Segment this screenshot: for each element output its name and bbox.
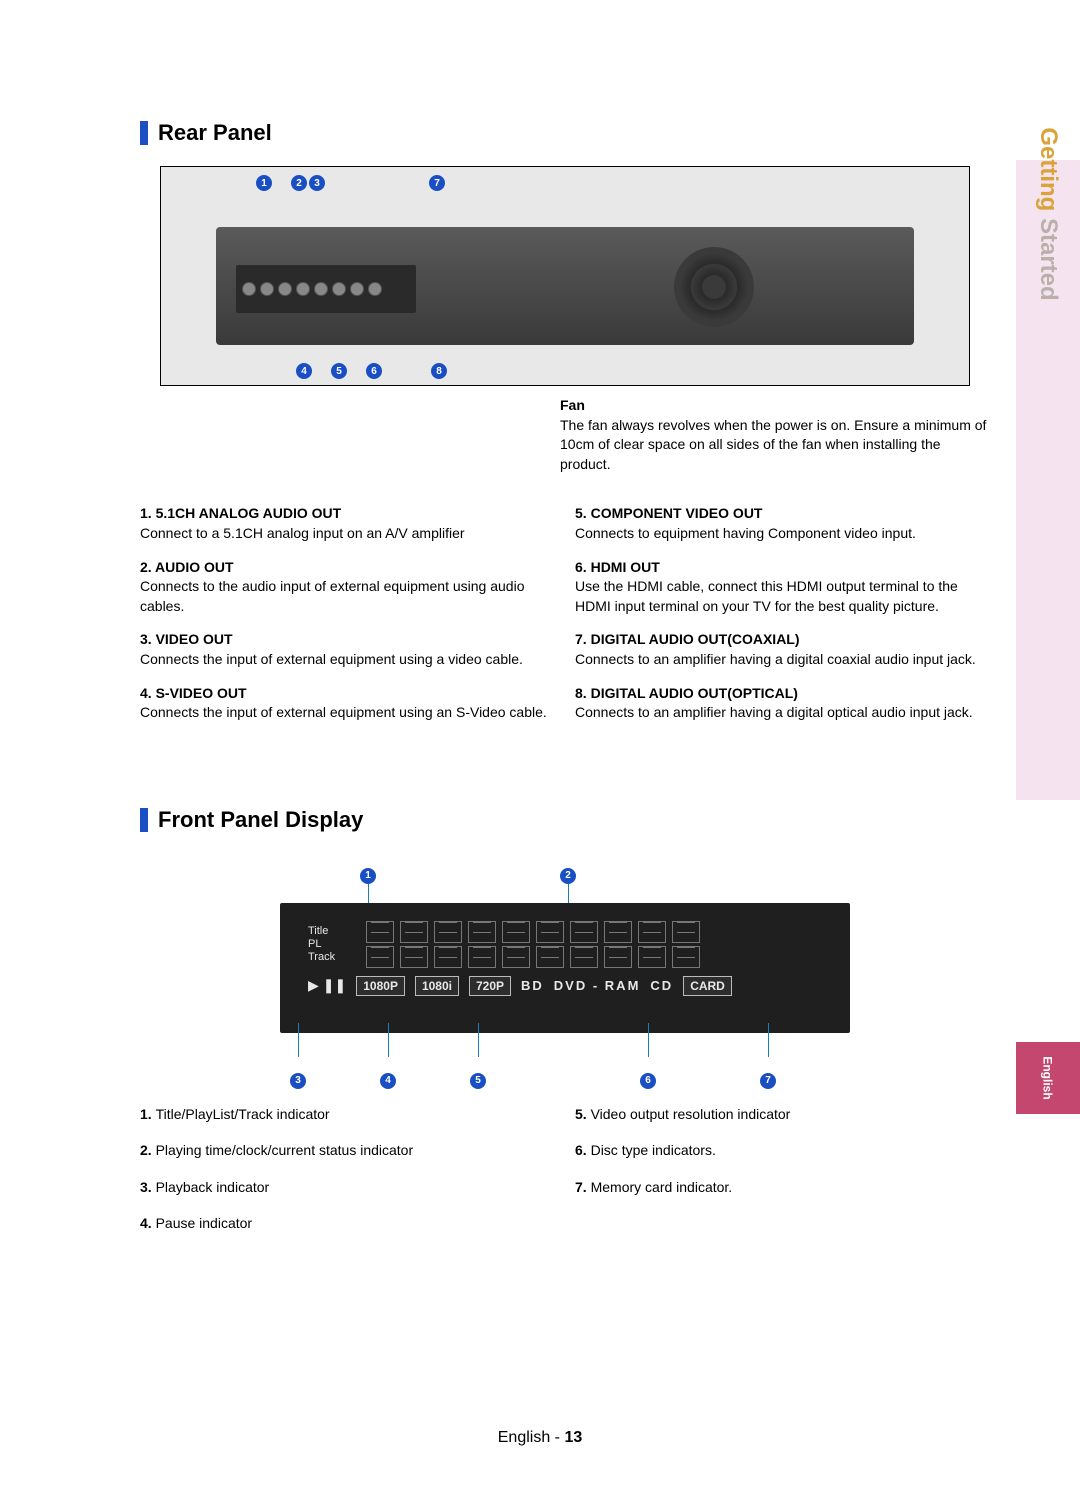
desc-item: 4. Pause indicator <box>140 1212 555 1234</box>
front-display-diagram: 1 2 Title PL Track ▶ ❚❚ 1080P 1080i <box>220 853 910 1083</box>
segment-column <box>638 921 666 968</box>
segment-column <box>468 921 496 968</box>
desc-item: 1. Title/PlayList/Track indicator <box>140 1103 555 1125</box>
fd-callout-3: 3 <box>290 1073 306 1089</box>
segment-column <box>536 921 564 968</box>
disc-dvdram: DVD - RAM <box>554 978 641 993</box>
callout-2: 2 <box>291 175 307 191</box>
desc-item: 4. S-VIDEO OUTConnects the input of exte… <box>140 684 555 723</box>
fd-callout-5: 5 <box>470 1073 486 1089</box>
fan-description: Fan The fan always revolves when the pow… <box>560 396 990 474</box>
fan-icon <box>674 247 754 327</box>
callout-4: 4 <box>296 363 312 379</box>
front-panel-header: Front Panel Display <box>140 807 990 833</box>
desc-item: 3. VIDEO OUTConnects the input of extern… <box>140 630 555 669</box>
rear-panel-header: Rear Panel <box>140 120 990 146</box>
desc-item: 2. Playing time/clock/current status ind… <box>140 1139 555 1161</box>
page-content: Rear Panel 1 2 3 7 4 5 6 8 Fan The fan a… <box>0 0 1080 1487</box>
fd-callout-6: 6 <box>640 1073 656 1089</box>
segment-column <box>400 921 428 968</box>
segment-column <box>570 921 598 968</box>
segment-column <box>366 921 394 968</box>
card-badge: CARD <box>683 976 732 996</box>
front-display-panel: Title PL Track ▶ ❚❚ 1080P 1080i 720P BD … <box>280 903 850 1033</box>
section-bar-icon <box>140 121 148 145</box>
res-badge-1080i: 1080i <box>415 976 459 996</box>
callout-3: 3 <box>309 175 325 191</box>
fd-play-pause-icons: ▶ ❚❚ <box>308 977 346 994</box>
desc-item: 1. 5.1CH ANALOG AUDIO OUTConnect to a 5.… <box>140 504 555 543</box>
callout-8: 8 <box>431 363 447 379</box>
port-strip <box>236 265 416 313</box>
front-panel-descriptions: 1. Title/PlayList/Track indicator 2. Play… <box>140 1103 990 1249</box>
desc-item: 7. DIGITAL AUDIO OUT(COAXIAL)Connects to… <box>575 630 990 669</box>
fd-callout-2: 2 <box>560 868 576 884</box>
disc-bd: BD <box>521 978 544 993</box>
desc-item: 3. Playback indicator <box>140 1176 555 1198</box>
fd-segment-display <box>366 921 822 968</box>
fan-heading: Fan <box>560 396 990 416</box>
callout-1: 1 <box>256 175 272 191</box>
rear-desc-left-col: 1. 5.1CH ANALOG AUDIO OUTConnect to a 5.… <box>140 504 555 736</box>
desc-item: 5. Video output resolution indicator <box>575 1103 990 1125</box>
fan-body: The fan always revolves when the power i… <box>560 416 990 475</box>
desc-item: 5. COMPONENT VIDEO OUTConnects to equipm… <box>575 504 990 543</box>
desc-item: 7. Memory card indicator. <box>575 1176 990 1198</box>
fd-callout-7: 7 <box>760 1073 776 1089</box>
fd-callout-4: 4 <box>380 1073 396 1089</box>
footer-text: English - <box>498 1429 565 1446</box>
rear-panel-descriptions: 1. 5.1CH ANALOG AUDIO OUTConnect to a 5.… <box>140 504 990 736</box>
rear-panel-title: Rear Panel <box>158 120 272 146</box>
segment-column <box>604 921 632 968</box>
fd-row-segments: Title PL Track <box>308 921 822 968</box>
fd-label-pl: PL <box>308 938 352 951</box>
desc-item: 6. Disc type indicators. <box>575 1139 990 1161</box>
front-panel-title: Front Panel Display <box>158 807 363 833</box>
segment-column <box>502 921 530 968</box>
fd-label-title: Title <box>308 925 352 938</box>
front-desc-left-col: 1. Title/PlayList/Track indicator 2. Play… <box>140 1103 555 1249</box>
page-footer: English - 13 <box>0 1429 1080 1447</box>
disc-cd: CD <box>650 978 673 993</box>
pause-icon: ❚❚ <box>323 977 346 994</box>
callout-7: 7 <box>429 175 445 191</box>
desc-item: 2. AUDIO OUTConnects to the audio input … <box>140 558 555 617</box>
res-badge-1080p: 1080P <box>356 976 405 996</box>
front-desc-right-col: 5. Video output resolution indicator 6. D… <box>575 1103 990 1249</box>
segment-column <box>434 921 462 968</box>
footer-page-number: 13 <box>564 1429 582 1446</box>
fd-label-track: Track <box>308 951 352 964</box>
fd-callout-1: 1 <box>360 868 376 884</box>
callout-5: 5 <box>331 363 347 379</box>
rear-panel-diagram: 1 2 3 7 4 5 6 8 <box>160 166 970 386</box>
desc-item: 8. DIGITAL AUDIO OUT(OPTICAL)Connects to… <box>575 684 990 723</box>
fd-badges-row: ▶ ❚❚ 1080P 1080i 720P BD DVD - RAM CD CA… <box>308 976 822 996</box>
desc-item: 6. HDMI OUTUse the HDMI cable, connect t… <box>575 558 990 617</box>
play-icon: ▶ <box>308 977 319 994</box>
section-bar-icon <box>140 808 148 832</box>
rear-desc-right-col: 5. COMPONENT VIDEO OUTConnects to equipm… <box>575 504 990 736</box>
segment-column <box>672 921 700 968</box>
fd-left-labels: Title PL Track <box>308 925 352 963</box>
callout-6: 6 <box>366 363 382 379</box>
device-body <box>216 227 914 345</box>
res-badge-720p: 720P <box>469 976 511 996</box>
